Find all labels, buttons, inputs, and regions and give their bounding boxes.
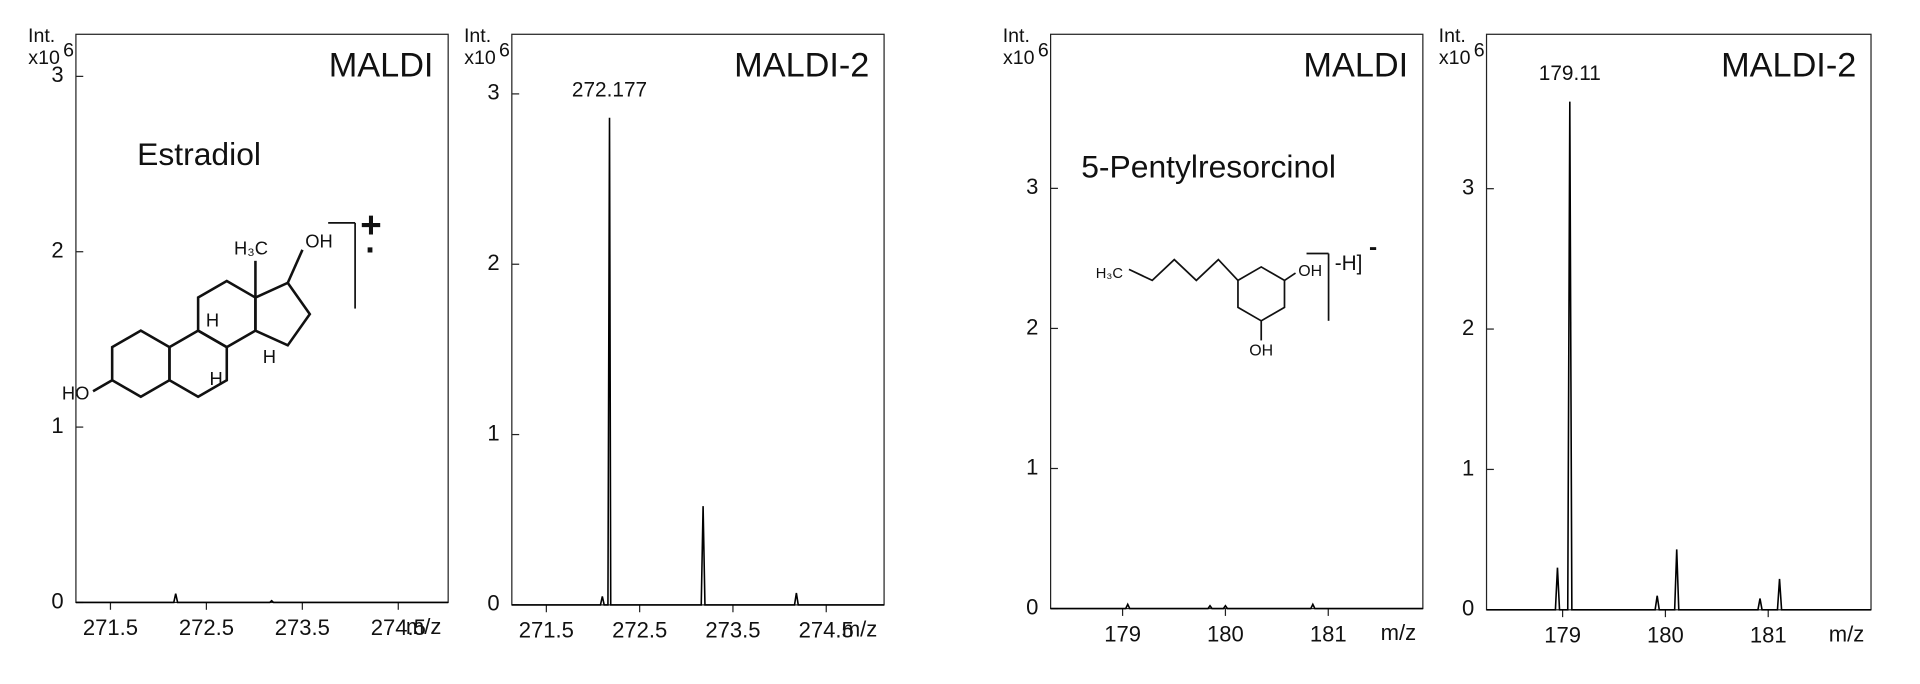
y-axis-label: Int. (28, 25, 55, 47)
panel: 0 1 2 3 179 180 181 m/z Int.x10 6 MALDI 5-Pentylres… (1003, 25, 1424, 646)
panel-title: MALDI (329, 46, 434, 84)
atom-label: H (263, 346, 276, 367)
y-tick-label: 1 (487, 420, 499, 445)
y-tick-label: 0 (1462, 596, 1474, 621)
y-axis-label: Int. (1003, 25, 1030, 47)
x-axis-label: m/z (406, 614, 442, 639)
radical-label: · (365, 231, 376, 269)
y-axis-unit-exponent: 6 (63, 40, 74, 62)
panel-title: MALDI (1303, 46, 1408, 84)
x-tick-label: 274.5 (371, 615, 426, 640)
y-tick-label: 2 (51, 238, 63, 263)
y-axis-unit-exponent: 6 (1474, 40, 1485, 62)
x-tick-label: 272.5 (612, 618, 667, 643)
compound-name: 5-Pentylresorcinol (1081, 148, 1336, 184)
y-axis-unit: x10 (1439, 47, 1471, 69)
ring (110, 329, 171, 399)
atom-label: OH (305, 230, 333, 251)
panel-title: MALDI-2 (734, 46, 869, 84)
x-axis-label: m/z (1829, 621, 1865, 646)
y-tick-label: 3 (487, 80, 499, 105)
y-axis-unit: x10 (1003, 47, 1035, 69)
y-axis-label: Int. (464, 25, 491, 47)
y-axis-label: Int. (1439, 25, 1466, 47)
spectrum (511, 117, 885, 606)
y-axis-unit-exponent: 6 (499, 40, 510, 62)
y-tick-label: 2 (487, 250, 499, 275)
y-tick-label: 0 (1026, 594, 1038, 619)
x-tick-label: 272.5 (179, 615, 234, 640)
spectrum (75, 593, 449, 604)
plot-frame (511, 33, 885, 606)
plot-frame (75, 33, 449, 604)
x-tick-label: 181 (1750, 623, 1787, 648)
x-axis-label: m/z (1381, 620, 1417, 645)
peak-label: 272.177 (572, 78, 647, 101)
ring (1237, 265, 1286, 322)
y-axis-unit-exponent: 6 (1038, 40, 1049, 62)
x-tick-label: 274.5 (799, 618, 854, 643)
plot-frame (1050, 33, 1424, 610)
compound-name: Estradiol (137, 136, 261, 172)
y-axis-unit: x10 (28, 47, 60, 69)
y-tick-label: 1 (1462, 455, 1474, 480)
atom-label: H₃C (1096, 266, 1124, 282)
atom-label: H (209, 368, 222, 389)
charge-label: - (1369, 234, 1377, 261)
y-tick-label: 3 (1026, 174, 1038, 199)
x-tick-label: 273.5 (705, 618, 760, 643)
atom-label: OH (1249, 343, 1273, 360)
y-tick-label: 3 (51, 62, 63, 87)
x-tick-label: 181 (1310, 621, 1347, 646)
x-axis-label: m/z (842, 616, 878, 641)
spectrum (1486, 101, 1872, 611)
panel: 0 1 2 3 271.5 272.5 273.5 274.5m/z Int.x10 6 MALDI… (28, 25, 449, 640)
y-axis-unit: x10 (464, 47, 496, 69)
bond (92, 379, 113, 393)
x-tick-label: 180 (1647, 623, 1684, 648)
pentylresorcinol-structure: H₃C OH OH -H] - (1096, 234, 1377, 360)
estradiol-structure: HO OH H₃C H H H + · (62, 204, 382, 403)
peak-label: 179.11 (1539, 62, 1601, 85)
atom-label: OH (1298, 263, 1322, 280)
panel: 0 1 2 3 179 180 181 m/z Int.x10 6 MALDI-2 179.11 (1439, 25, 1872, 648)
plot-frame (1485, 33, 1872, 611)
x-tick-label: 271.5 (83, 615, 138, 640)
bond (1284, 272, 1296, 282)
x-tick-label: 271.5 (519, 618, 574, 643)
y-tick-label: 0 (487, 591, 499, 616)
ion-label: -H] (1335, 252, 1363, 275)
ring (254, 281, 312, 347)
y-tick-label: 3 (1462, 175, 1474, 200)
x-tick-label: 273.5 (275, 615, 330, 640)
charge-label: + (360, 204, 381, 245)
panel: 0 1 2 3 271.5 272.5 273.5 274.5m/z Int.x10 6 MALDI… (464, 25, 885, 643)
y-tick-label: 2 (1462, 315, 1474, 340)
chain (1128, 258, 1239, 282)
spectrum (1050, 602, 1423, 610)
bond (286, 249, 304, 284)
atom-label: H (206, 309, 219, 330)
x-tick-label: 180 (1207, 621, 1244, 646)
x-tick-label: 179 (1104, 621, 1141, 646)
x-tick-label: 179 (1544, 623, 1581, 648)
y-tick-label: 0 (51, 588, 63, 613)
y-tick-label: 1 (51, 413, 63, 438)
y-tick-label: 2 (1026, 314, 1038, 339)
atom-label: H₃C (234, 238, 268, 259)
y-tick-label: 1 (1026, 454, 1038, 479)
panel-title: MALDI-2 (1721, 46, 1856, 84)
